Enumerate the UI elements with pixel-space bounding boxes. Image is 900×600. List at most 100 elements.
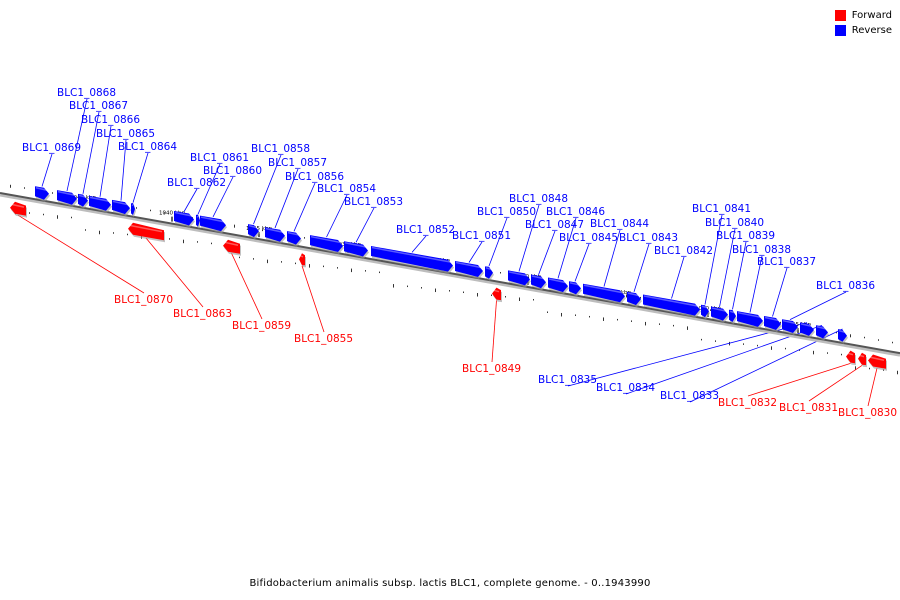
gene-label: BLC1_0858 xyxy=(251,143,310,155)
leader-lines xyxy=(17,98,878,407)
gene-label: BLC1_0842 xyxy=(654,245,713,257)
gene-blc1-0843[interactable] xyxy=(627,291,642,308)
forward-swatch xyxy=(834,10,846,21)
gene-label: BLC1_0843 xyxy=(619,232,678,244)
gene-blc1-0844[interactable] xyxy=(583,283,626,305)
gene-label: BLC1_0855 xyxy=(294,333,353,345)
gene-label: BLC1_0860 xyxy=(203,165,262,177)
gene-label: BLC1_0852 xyxy=(396,224,455,236)
gene-label: BLC1_0844 xyxy=(590,218,649,230)
gene-blc1-0840[interactable] xyxy=(711,306,729,323)
gene-label: BLC1_0830 xyxy=(838,407,897,419)
gene-label: BLC1_0864 xyxy=(118,141,177,153)
gene-label: BLC1_0831 xyxy=(779,402,838,414)
gene-label: BLC1_0863 xyxy=(173,308,232,320)
gene-label: BLC1_0839 xyxy=(716,230,775,242)
legend-forward-label: Forward xyxy=(851,10,892,21)
gene-label: BLC1_0849 xyxy=(462,363,521,375)
gene-label: BLC1_0854 xyxy=(317,183,376,195)
gene-label: BLC1_0869 xyxy=(22,142,81,154)
gene-blc1-0869[interactable] xyxy=(35,186,50,202)
gene-label: BLC1_0836 xyxy=(816,280,875,292)
genome-axis xyxy=(0,192,900,357)
gene-blc1-0849[interactable] xyxy=(492,287,502,303)
gene-label: BLC1_0867 xyxy=(69,100,128,112)
gene-blc1-0870[interactable] xyxy=(10,201,27,218)
tick-label: 1010 kbp xyxy=(695,306,721,312)
gene-label: BLC1_0856 xyxy=(285,171,344,183)
gene-label: BLC1_0859 xyxy=(232,320,291,332)
gene-blc1-0832[interactable] xyxy=(846,350,856,366)
gene-blc1-0850[interactable] xyxy=(485,266,494,281)
gene-label: BLC1_0834 xyxy=(596,382,655,394)
gene-label: BLC1_0847 xyxy=(525,219,584,231)
gene-label: BLC1_0866 xyxy=(81,114,140,126)
gene-blc1-0865[interactable] xyxy=(112,199,131,217)
gene-label: BLC1_0845 xyxy=(559,232,618,244)
gene-blc1-0833[interactable] xyxy=(838,329,848,344)
gene-blc1-0835[interactable] xyxy=(800,322,815,338)
gene-blc1-0852[interactable] xyxy=(371,246,454,274)
gene-label: BLC1_0835 xyxy=(538,374,597,386)
gene-label: BLC1_0857 xyxy=(268,157,327,169)
gene-arrows xyxy=(10,186,887,371)
gene-label: BLC1_0862 xyxy=(167,177,226,189)
gene-blc1-0831[interactable] xyxy=(858,352,867,368)
gene-blc1-0864[interactable] xyxy=(131,203,136,218)
gene-blc1-0856[interactable] xyxy=(287,231,302,247)
gene-blc1-0857[interactable] xyxy=(265,227,286,244)
tick-label: 1020 kbp xyxy=(515,274,541,280)
legend-reverse: Reverse xyxy=(834,23,892,38)
genome-caption: Bifidobacterium animalis subsp. lactis B… xyxy=(249,578,651,589)
legend-forward: Forward xyxy=(834,8,892,23)
gene-blc1-0860[interactable] xyxy=(200,215,227,234)
gene-label: BLC1_0865 xyxy=(96,128,155,140)
gene-blc1-0855[interactable] xyxy=(299,253,306,268)
gene-blc1-0847[interactable] xyxy=(531,274,547,291)
gene-blc1-0858[interactable] xyxy=(248,224,260,240)
gene-blc1-0838[interactable] xyxy=(737,311,764,329)
gene-blc1-0845[interactable] xyxy=(569,281,582,297)
gene-blc1-0848[interactable] xyxy=(508,270,531,288)
gene-label: BLC1_0833 xyxy=(660,390,719,402)
gene-blc1-0867[interactable] xyxy=(78,193,89,209)
gene-blc1-0839[interactable] xyxy=(729,309,737,325)
tick-label: 1040 kbp xyxy=(159,211,185,217)
gene-label: BLC1_0846 xyxy=(546,206,605,218)
gene-label: BLC1_0861 xyxy=(190,152,249,164)
gene-blc1-0859[interactable] xyxy=(223,239,241,256)
minor-tick-marks xyxy=(10,184,898,375)
gene-blc1-0868[interactable] xyxy=(57,190,78,207)
gene-blc1-0836[interactable] xyxy=(782,319,799,336)
gene-label: BLC1_0841 xyxy=(692,203,751,215)
gene-label: BLC1_0851 xyxy=(452,230,511,242)
gene-blc1-0841[interactable] xyxy=(701,304,710,320)
gene-label: BLC1_0837 xyxy=(757,256,816,268)
gene-label: BLC1_0870 xyxy=(114,294,173,306)
tick-label: 1005 kbp xyxy=(785,322,811,328)
gene-label: BLC1_0848 xyxy=(509,193,568,205)
legend: Forward Reverse xyxy=(834,8,892,38)
gene-blc1-0862[interactable] xyxy=(174,210,195,228)
gene-blc1-0830[interactable] xyxy=(868,354,887,371)
gene-blc1-0853[interactable] xyxy=(344,241,369,259)
gene-label: BLC1_0838 xyxy=(732,244,791,256)
gene-label: BLC1_0853 xyxy=(344,196,403,208)
legend-reverse-label: Reverse xyxy=(851,25,892,36)
reverse-swatch xyxy=(834,25,846,36)
gene-label: BLC1_0840 xyxy=(705,217,764,229)
gene-label: BLC1_0868 xyxy=(57,87,116,99)
gene-blc1-0846[interactable] xyxy=(548,277,569,295)
tick-label: 1035 kbp xyxy=(246,226,272,232)
gene-blc1-0837[interactable] xyxy=(764,315,782,333)
gene-blc1-0863[interactable] xyxy=(128,222,165,243)
gene-blc1-0866[interactable] xyxy=(89,195,112,213)
gene-blc1-0834[interactable] xyxy=(816,325,829,341)
gene-blc1-0851[interactable] xyxy=(455,260,484,279)
gene-label: BLC1_0850 xyxy=(477,206,536,218)
gene-blc1-0854[interactable] xyxy=(310,235,344,255)
gene-label: BLC1_0832 xyxy=(718,397,777,409)
gene-blc1-0842[interactable] xyxy=(643,294,701,318)
